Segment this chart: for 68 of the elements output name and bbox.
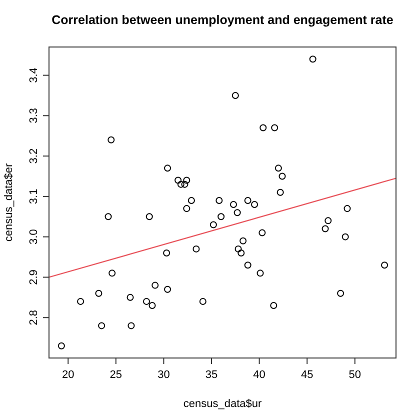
point: [126, 294, 134, 301]
x-axis-title: census_data$ur: [183, 398, 262, 410]
point: [146, 213, 153, 220]
point: [256, 270, 264, 277]
point: [244, 196, 252, 204]
point: [381, 262, 388, 269]
point: [276, 188, 284, 196]
point: [143, 298, 150, 305]
point: [322, 225, 329, 232]
y-tick-label: 3.4: [28, 68, 40, 83]
x-tick-label: 50: [348, 369, 362, 381]
point: [95, 290, 102, 297]
point: [260, 124, 267, 132]
point: [181, 180, 188, 188]
point: [108, 270, 116, 277]
point: [210, 221, 217, 228]
x-tick-label: 30: [158, 369, 170, 381]
point: [98, 322, 106, 330]
point: [244, 262, 252, 269]
chart-title: Correlation between unemployment and engagement rate: [52, 13, 394, 27]
y-axis-title: census_data$er: [3, 163, 15, 242]
point: [183, 176, 190, 184]
point: [271, 124, 278, 132]
y-tick-label: 2.9: [28, 270, 40, 285]
y-tick-label: 3.1: [28, 188, 40, 204]
point: [270, 302, 278, 309]
point: [324, 217, 332, 224]
point: [274, 164, 282, 172]
point: [199, 298, 206, 305]
y-tick-label: 3.2: [28, 148, 40, 164]
x-tick-label: 25: [110, 369, 122, 381]
point: [337, 290, 344, 297]
point: [104, 213, 112, 220]
y-tick-label: 3.3: [28, 108, 40, 124]
point: [258, 229, 266, 236]
y-tick-label: 3.0: [28, 229, 40, 244]
point: [177, 180, 184, 188]
point: [240, 237, 247, 244]
point: [152, 282, 159, 289]
point: [344, 205, 351, 212]
point: [251, 201, 258, 208]
point: [230, 201, 237, 208]
x-tick-label: 35: [205, 369, 218, 381]
point: [309, 56, 316, 63]
x-tick-label: 20: [62, 369, 74, 381]
point: [164, 164, 172, 172]
point: [232, 92, 239, 99]
x-tick-label: 45: [300, 369, 314, 381]
point: [58, 342, 65, 350]
point: [164, 286, 172, 293]
point: [234, 245, 242, 252]
point: [77, 298, 84, 305]
point: [342, 233, 349, 240]
x-tick-label: 40: [253, 369, 266, 381]
point: [163, 249, 170, 256]
point: [148, 302, 156, 309]
point: [128, 322, 135, 330]
point: [183, 205, 190, 212]
point: [174, 176, 182, 184]
point: [216, 196, 223, 204]
point: [108, 136, 115, 144]
point: [278, 172, 286, 180]
point: [238, 249, 245, 256]
point: [188, 196, 195, 204]
point: [218, 213, 225, 220]
y-tick-label: 2.8: [28, 310, 40, 326]
point: [192, 245, 200, 252]
point: [234, 209, 241, 216]
